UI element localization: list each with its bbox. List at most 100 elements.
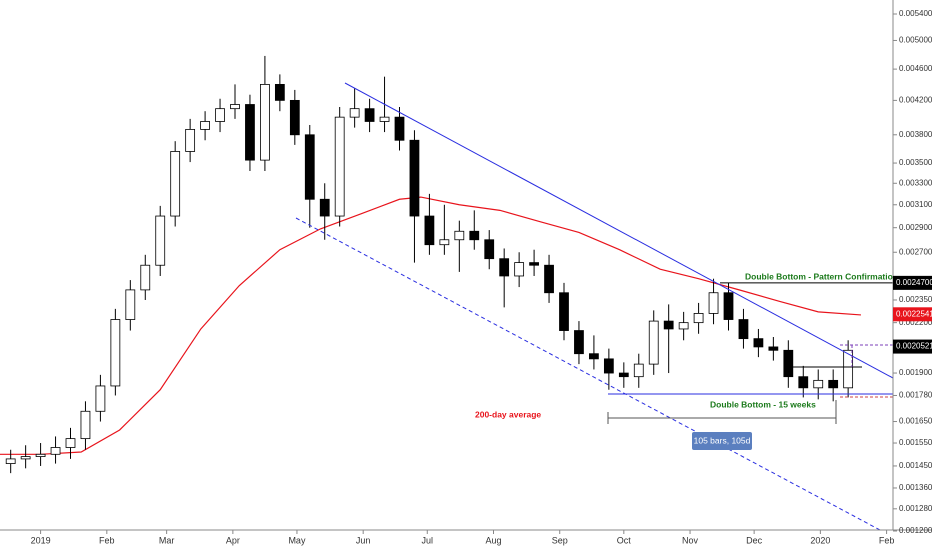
x-tick-label: Jul: [422, 535, 434, 545]
x-tick-label: Aug: [485, 535, 501, 545]
candle-body: [20, 456, 31, 460]
candle-body: [469, 230, 480, 241]
candle-body: [125, 289, 136, 320]
x-tick-label: Feb: [99, 535, 115, 545]
candle-body: [798, 376, 809, 389]
candle-body: [409, 139, 420, 217]
candle-body: [574, 330, 584, 355]
candle-body: [349, 108, 360, 118]
x-tick-label: 2019: [31, 535, 51, 545]
candle-body: [589, 353, 599, 360]
y-tick-label: 0.0012000: [899, 526, 932, 535]
annotation: Double Bottom - Pattern Confirmation: [745, 271, 898, 281]
candle-body: [723, 292, 734, 320]
candle-body: [5, 458, 16, 464]
candle-body: [170, 151, 181, 217]
candle-body: [783, 349, 794, 378]
candle-body: [678, 322, 689, 330]
candle-body: [364, 108, 375, 122]
candle-body: [200, 121, 210, 130]
price-label: 0.0024700: [896, 278, 932, 287]
candle-body: [274, 83, 285, 101]
x-tick-label: Jun: [356, 535, 371, 545]
candle-body: [633, 363, 644, 378]
range-label: 105 bars, 105d: [694, 435, 751, 445]
candle-body: [828, 379, 839, 389]
candle-body: [753, 338, 764, 348]
candle-body: [813, 379, 824, 389]
candle-body: [394, 116, 405, 141]
candle-body: [544, 264, 554, 294]
candle-body: [65, 438, 76, 448]
price-label-box: [893, 275, 932, 290]
candle-body: [80, 410, 91, 440]
price-label-box: [893, 307, 932, 322]
price-label-box: [893, 339, 932, 354]
x-tick-label: Dec: [746, 535, 763, 545]
candle-body: [155, 215, 166, 266]
candle-body: [230, 104, 240, 110]
candle-body: [289, 99, 300, 136]
candle-body: [439, 239, 450, 246]
candle-body: [738, 319, 749, 340]
candle-body: [843, 349, 854, 389]
x-tick-label: 2020: [810, 535, 830, 545]
candle-body: [708, 292, 719, 314]
candle-body: [215, 108, 225, 122]
candle-body: [663, 320, 674, 330]
candle-body: [603, 358, 614, 374]
x-tick-label: Oct: [617, 535, 632, 545]
candle-body: [618, 372, 629, 378]
candle-body: [110, 319, 121, 387]
candle-body: [499, 258, 510, 277]
candle-body: [484, 239, 495, 260]
candle-body: [319, 198, 330, 217]
candle-body: [185, 129, 196, 152]
x-tick-label: Feb: [879, 535, 895, 545]
plot-area: [0, 55, 893, 474]
candle-body: [245, 104, 255, 161]
trendline: [344, 82, 894, 379]
candle-body: [529, 262, 539, 266]
candle-body: [95, 385, 106, 412]
candle-body: [693, 313, 704, 324]
annotation: 200-day average: [475, 409, 541, 419]
candle-body: [514, 262, 525, 277]
candle-body: [424, 215, 435, 246]
candle-body: [648, 320, 659, 365]
trendline-dashed: [295, 217, 881, 531]
candle-body: [50, 447, 61, 455]
moving-average: [0, 196, 861, 455]
range-label-box: [692, 432, 752, 450]
candle-body: [379, 116, 390, 122]
candle-body: [334, 116, 345, 217]
price-label: 0.0022541: [896, 309, 932, 318]
annotation: Double Bottom - 15 weeks: [710, 399, 816, 409]
candle-body: [35, 453, 46, 457]
x-tick-label: May: [288, 535, 306, 545]
candle-body: [559, 292, 569, 331]
x-tick-label: Apr: [226, 535, 240, 545]
x-tick-label: Sep: [552, 535, 568, 545]
candle-body: [304, 134, 315, 200]
